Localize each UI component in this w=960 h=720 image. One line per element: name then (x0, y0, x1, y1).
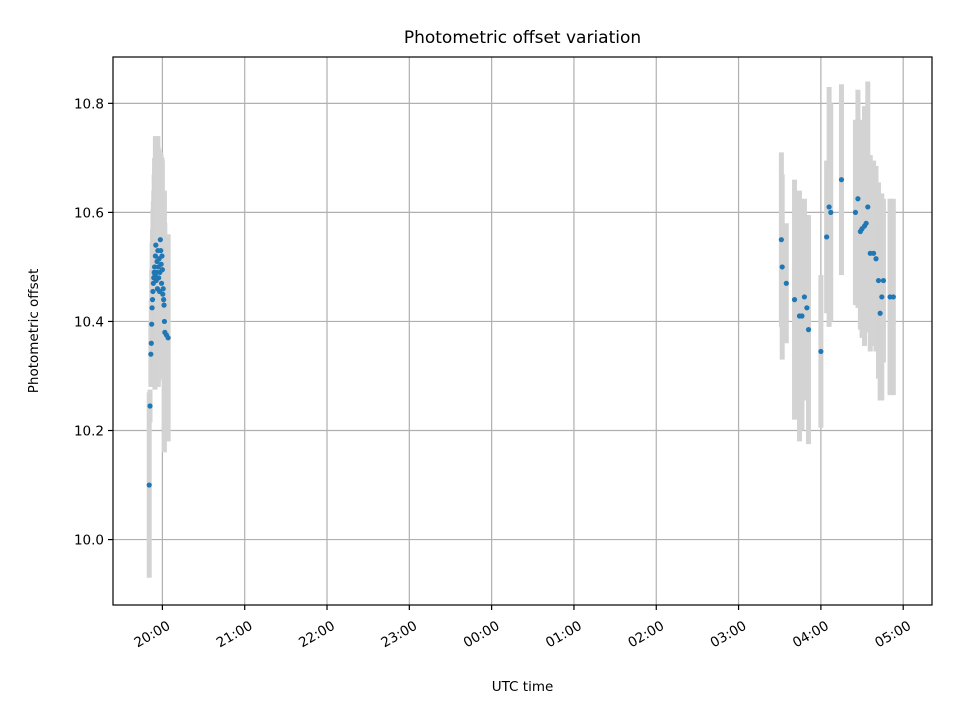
data-point (865, 204, 871, 210)
data-point (805, 327, 812, 333)
x-tick-label: 03:00 (708, 618, 750, 651)
data-point (791, 297, 798, 303)
x-tick-label: 21:00 (214, 618, 256, 651)
x-tick-label: 00:00 (461, 618, 503, 651)
data-point (149, 297, 156, 303)
data-point (158, 261, 164, 267)
data-point (158, 247, 164, 254)
data-point (855, 196, 861, 202)
y-tick-label: 10.8 (74, 96, 104, 112)
data-points (146, 177, 896, 488)
data-point (875, 277, 882, 284)
data-point (153, 242, 159, 248)
y-tick-label: 10.6 (74, 205, 104, 221)
y-tick-label: 10.0 (74, 533, 104, 549)
data-point (149, 305, 155, 311)
x-tick-label: 22:00 (296, 618, 338, 651)
data-point (863, 220, 869, 226)
data-point (824, 234, 830, 240)
data-point (828, 209, 834, 216)
data-point (826, 204, 832, 210)
data-point (879, 294, 885, 300)
data-point (870, 250, 877, 256)
x-tick-label: 20:00 (131, 618, 173, 651)
data-point (852, 209, 859, 216)
data-point (783, 280, 789, 286)
data-point (873, 256, 879, 262)
data-point (160, 291, 166, 297)
data-point (161, 297, 167, 303)
data-point (779, 264, 785, 270)
data-point (146, 482, 152, 488)
data-point (890, 294, 896, 300)
data-point (838, 177, 845, 183)
data-point (150, 288, 156, 295)
y-axis-label: Photometric offset (26, 269, 42, 393)
chart-title: Photometric offset variation (404, 28, 641, 48)
data-point (149, 321, 155, 327)
x-tick-label: 04:00 (790, 618, 832, 651)
data-point (799, 313, 805, 319)
data-point (160, 286, 166, 292)
data-point (161, 318, 168, 325)
data-point (156, 275, 162, 281)
x-tick-label: 01:00 (543, 618, 585, 651)
data-point (165, 335, 171, 341)
data-point (880, 277, 887, 284)
y-tick-label: 10.2 (74, 424, 104, 440)
x-tick-label: 23:00 (378, 618, 420, 651)
data-point (801, 294, 808, 300)
y-tick-label: 10.4 (74, 314, 104, 330)
data-point (148, 340, 154, 346)
data-point (157, 237, 163, 243)
y-axis-ticks: 10.0 10.2 10.4 10.6 10.8 (74, 96, 113, 549)
data-point (152, 253, 158, 259)
data-point (778, 237, 784, 243)
data-point (818, 348, 824, 355)
data-point (151, 264, 158, 270)
data-point (159, 267, 165, 273)
x-tick-label: 02:00 (625, 618, 667, 651)
data-point (158, 280, 165, 286)
data-point (148, 351, 154, 357)
data-point (804, 305, 810, 311)
x-axis-label: UTC time (492, 679, 554, 695)
x-tick-label: 05:00 (872, 618, 914, 651)
data-point (147, 403, 153, 409)
x-axis-ticks: 20:00 21:00 22:00 23:00 00:00 01:00 02:00 03:00… (131, 605, 914, 651)
data-point (161, 302, 167, 308)
plot-frame (112, 56, 933, 606)
data-point (877, 310, 883, 316)
data-point (159, 253, 165, 259)
error-bars (146, 81, 896, 578)
